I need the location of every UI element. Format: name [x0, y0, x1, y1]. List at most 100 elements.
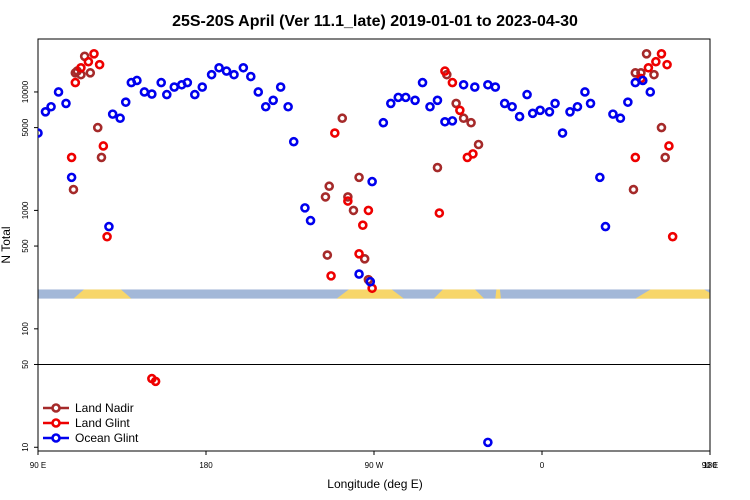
point-ocean-glint: [305, 215, 316, 226]
point-land-glint: [150, 376, 161, 387]
point-ocean-glint: [40, 106, 51, 117]
point-land-nadir: [473, 139, 484, 150]
point-ocean-glint: [440, 116, 450, 127]
point-land-nadir: [322, 250, 333, 260]
point-ocean-glint: [550, 98, 560, 109]
point-ocean-glint: [499, 98, 510, 109]
point-ocean-glint: [557, 128, 568, 138]
y-tick-label: 10000: [21, 80, 30, 103]
point-ocean-glint: [417, 77, 428, 88]
point-land-glint: [98, 141, 109, 151]
point-land-nadir: [68, 184, 79, 195]
point-land-glint: [326, 271, 336, 281]
point-land-glint: [447, 77, 458, 88]
point-ocean-glint: [645, 87, 656, 97]
point-land-glint: [468, 149, 478, 159]
point-land-glint: [434, 208, 445, 218]
x-tick-label: 90 E: [702, 461, 718, 470]
point-land-glint: [651, 56, 661, 67]
point-ocean-glint: [522, 89, 532, 100]
x-tick-label: 90 E: [30, 461, 46, 470]
point-ocean-glint: [214, 62, 224, 73]
point-ocean-glint: [600, 221, 611, 232]
legend-marker: [51, 433, 61, 443]
point-land-nadir: [656, 122, 667, 133]
point-ocean-glint: [630, 77, 641, 88]
legend-marker: [51, 418, 61, 428]
point-ocean-glint: [615, 113, 626, 124]
point-ocean-glint: [447, 116, 458, 126]
y-tick-label: 50: [21, 359, 30, 368]
point-land-nadir: [660, 152, 671, 163]
x-tick-label: 180: [199, 461, 213, 470]
point-land-glint: [83, 56, 94, 67]
point-ocean-glint: [400, 92, 411, 103]
point-ocean-glint: [483, 79, 493, 90]
point-land-glint: [667, 231, 678, 242]
point-land-nadir: [359, 254, 370, 264]
x-tick-label: 180: [703, 461, 717, 470]
point-ocean-glint: [565, 106, 575, 117]
point-land-nadir: [451, 98, 461, 109]
point-land-glint: [76, 62, 86, 73]
plot-frame: [37, 38, 711, 452]
y-axis-label: N Total: [0, 226, 13, 263]
point-ocean-glint: [53, 87, 64, 97]
land-segment: [495, 289, 501, 299]
point-land-glint: [354, 249, 364, 259]
point-ocean-glint: [139, 87, 150, 97]
point-ocean-glint: [283, 101, 293, 112]
point-ocean-glint: [432, 95, 443, 106]
point-ocean-glint: [608, 109, 618, 119]
point-ocean-glint: [483, 437, 493, 448]
legend-label: Land Nadir: [75, 401, 134, 415]
point-ocean-glint: [169, 82, 180, 92]
point-land-nadir: [96, 152, 107, 163]
y-tick-label: 500: [21, 239, 30, 253]
land-segment: [336, 289, 404, 299]
point-land-nadir: [343, 192, 353, 202]
point-ocean-glint: [378, 117, 389, 128]
point-land-glint: [630, 152, 641, 163]
point-ocean-glint: [514, 111, 525, 122]
point-ocean-glint: [580, 87, 590, 97]
land-segment: [635, 289, 710, 299]
point-ocean-glint: [107, 109, 118, 119]
point-land-glint: [94, 59, 105, 70]
point-land-glint: [664, 141, 674, 151]
legend-marker: [51, 403, 61, 413]
point-land-nadir: [628, 184, 639, 195]
point-ocean-glint: [458, 79, 469, 90]
point-land-nadir: [649, 69, 659, 80]
point-land-nadir: [324, 181, 335, 192]
point-land-glint: [723, 375, 730, 382]
point-land-glint: [89, 48, 99, 59]
point-ocean-glint: [535, 105, 545, 116]
point-land-nadir: [630, 68, 641, 78]
point-ocean-glint: [156, 77, 166, 88]
point-land-glint: [66, 152, 77, 163]
point-ocean-glint: [469, 82, 480, 92]
point-ocean-glint: [367, 176, 377, 187]
point-land-nadir: [85, 68, 96, 78]
point-ocean-glint: [66, 172, 77, 183]
point-land-nadir: [348, 205, 359, 216]
point-ocean-glint: [507, 101, 517, 112]
y-tick-label: 100: [21, 322, 30, 336]
y-tick-label: 1000: [21, 201, 30, 219]
y-tick-label: 5000: [21, 118, 30, 136]
point-land-nadir: [337, 113, 348, 124]
point-ocean-glint: [268, 95, 279, 106]
point-ocean-glint: [147, 89, 157, 99]
point-ocean-glint: [544, 106, 555, 117]
point-ocean-glint: [46, 101, 56, 112]
point-ocean-glint: [190, 89, 200, 100]
point-land-glint: [329, 128, 340, 138]
point-ocean-glint: [288, 136, 299, 147]
point-ocean-glint: [132, 75, 142, 86]
point-ocean-glint: [253, 87, 264, 97]
point-ocean-glint: [637, 75, 648, 86]
point-ocean-glint: [182, 77, 193, 88]
